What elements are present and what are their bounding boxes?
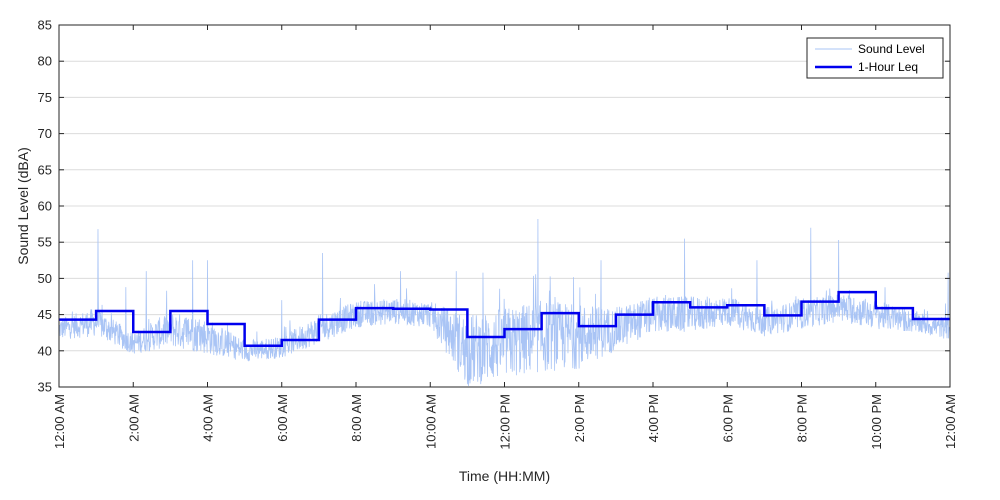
legend: Sound Level 1-Hour Leq	[806, 37, 944, 79]
x-tick-label: 12:00 AM	[943, 394, 958, 449]
legend-label-sound-level: Sound Level	[858, 42, 925, 56]
legend-label-1-hour-leq: 1-Hour Leq	[858, 60, 918, 74]
y-tick-label: 40	[38, 343, 52, 358]
x-tick-label: 10:00 AM	[423, 394, 438, 449]
y-tick-label: 80	[38, 54, 52, 69]
x-tick-label: 2:00 AM	[126, 394, 141, 442]
y-tick-label: 85	[38, 18, 52, 33]
x-tick-label: 4:00 AM	[201, 394, 216, 442]
series-sound-level	[59, 219, 950, 386]
x-tick-label: 6:00 PM	[720, 394, 735, 442]
y-tick-label: 55	[38, 235, 52, 250]
legend-box	[806, 37, 944, 79]
x-axis-label: Time (HH:MM)	[459, 468, 550, 484]
x-tick-label: 8:00 PM	[795, 394, 810, 442]
x-tick-label: 6:00 AM	[275, 394, 290, 442]
x-tick-label: 2:00 PM	[572, 394, 587, 442]
y-tick-label: 75	[38, 90, 52, 105]
x-tick-label: 12:00 AM	[52, 394, 67, 449]
y-tick-label: 35	[38, 380, 52, 395]
x-tick-label: 8:00 AM	[349, 394, 364, 442]
y-tick-label: 50	[38, 271, 52, 286]
y-tick-label: 60	[38, 199, 52, 214]
x-tick-label: 12:00 PM	[498, 394, 513, 450]
plot-area	[59, 219, 950, 386]
axes	[58, 24, 951, 388]
tick-labels: 35 40 45 50 55 60 65 70 75 80 85 12:00 AM 2:00 AM 4:0…	[38, 18, 958, 450]
series-1-hour-leq	[59, 290, 950, 347]
y-axis-label: Sound Level (dBA)	[15, 147, 31, 265]
y-tick-label: 65	[38, 162, 52, 177]
x-tick-label: 10:00 PM	[869, 394, 884, 450]
y-tick-label: 45	[38, 307, 52, 322]
y-tick-label: 70	[38, 126, 52, 141]
x-tick-label: 4:00 PM	[646, 394, 661, 442]
